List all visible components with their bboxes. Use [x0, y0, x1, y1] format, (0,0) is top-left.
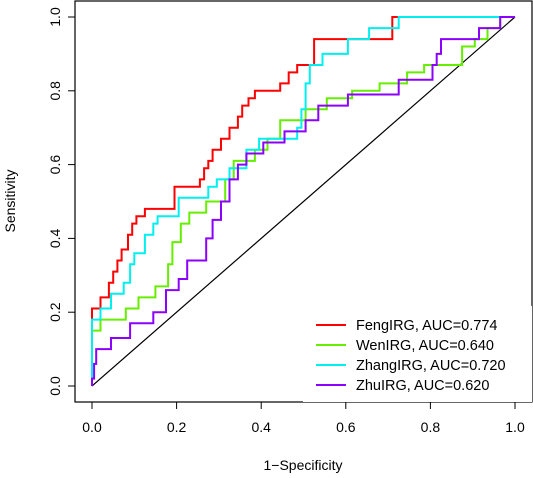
x-tick-label: 0.2 — [167, 419, 187, 435]
roc-curve-0 — [91, 16, 515, 386]
y-axis: 0.0 0.2 0.4 0.6 0.8 1.0 — [47, 7, 76, 396]
x-tick-label: 0.4 — [251, 419, 271, 435]
y-tick-label: 0.4 — [47, 228, 63, 248]
x-axis: 0.0 0.2 0.4 0.6 0.8 1.0 — [82, 401, 525, 435]
legend: FengIRG, AUC=0.774 WenIRG, AUC=0.640 Zhang… — [303, 306, 532, 402]
roc-curve-3 — [91, 16, 515, 386]
x-tick-label: 0.0 — [82, 419, 102, 435]
series-group — [91, 16, 515, 386]
legend-label-2: ZhangIRG, AUC=0.720 — [356, 358, 506, 374]
legend-label-0: FengIRG, AUC=0.774 — [356, 318, 497, 334]
y-tick-label: 1.0 — [47, 7, 63, 27]
x-tick-label: 0.8 — [421, 419, 441, 435]
reference-diagonal — [91, 16, 516, 387]
roc-curve-2 — [91, 16, 515, 386]
y-tick-label: 0.6 — [47, 155, 63, 175]
legend-label-3: ZhuIRG, AUC=0.620 — [356, 378, 489, 394]
reference-diagonal-group — [91, 16, 516, 387]
x-tick-label: 1.0 — [505, 419, 525, 435]
x-axis-title: 1−Specificity — [264, 457, 343, 473]
y-axis-title: Sensitivity — [2, 169, 18, 232]
legend-label-1: WenIRG, AUC=0.640 — [356, 338, 494, 354]
x-tick-label: 0.6 — [336, 419, 356, 435]
y-tick-label: 0.2 — [47, 302, 63, 322]
y-tick-label: 0.0 — [47, 376, 63, 396]
y-tick-label: 0.8 — [47, 81, 63, 101]
